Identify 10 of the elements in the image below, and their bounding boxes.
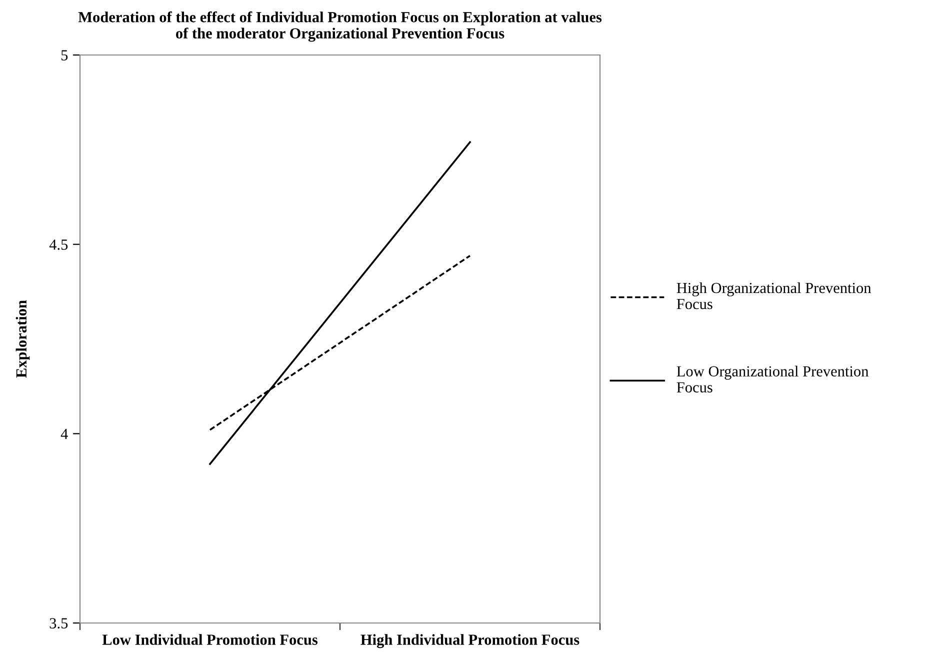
legend-label: High Organizational Prevention Focus (676, 282, 872, 310)
chart-title: Moderation of the effect of Individual Promotion Focus on Exploration at values of the moderator Organizational Prevention Focus (78, 11, 602, 42)
y-tick-label: 5 (61, 50, 68, 60)
y-tick-label: 4 (60, 428, 68, 439)
y-tick-label: 3.5 (50, 618, 68, 629)
y-axis-title: Exploration (16, 300, 30, 378)
x-tick-label: High Individual Promotion Focus (360, 634, 580, 648)
y-tick-label: 4.5 (49, 240, 68, 250)
x-tick-label: Low Individual Promotion Focus (102, 634, 318, 645)
legend-label: Low Organizational Prevention Focus (676, 366, 869, 393)
